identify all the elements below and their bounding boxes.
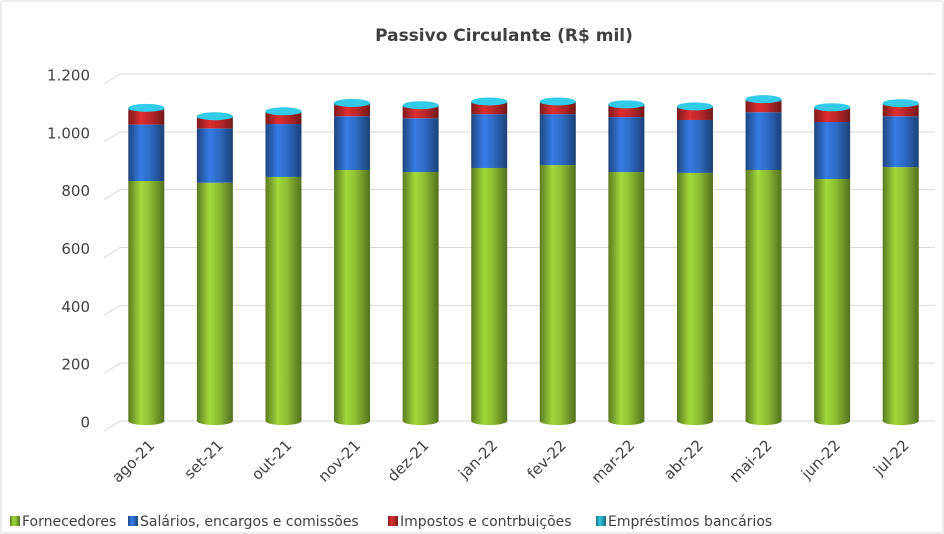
bar-segment [128,110,165,125]
bar-top [334,98,371,107]
bar-segment [745,101,782,113]
bar-segment [128,124,165,181]
bar-base [608,417,645,425]
bar-base [676,417,713,425]
grid-line [103,247,935,258]
bar-segment [676,108,713,120]
legend-label: Fornecedores [22,514,116,530]
legend-swatch [388,516,398,526]
grid-line [103,131,935,143]
bar-segment [608,172,645,421]
bar-segment [814,122,851,179]
grid-line [103,420,935,432]
bar-segment [539,103,576,115]
bar-segment [608,117,645,173]
bar-base [265,417,302,425]
bar-segment [676,172,713,421]
grid-line [103,362,935,374]
bar-top [265,107,302,116]
bar-base [745,417,782,425]
bar-segment [882,167,919,421]
legend-swatch [128,516,138,526]
bar-segment [745,112,782,171]
y-tick-label: 0 [80,414,90,432]
bar-segment [745,170,782,421]
bar-segment [471,103,508,115]
bar-segment [882,116,919,168]
bar-base [196,417,233,425]
bar-segment [402,107,439,119]
bar-top [814,103,851,112]
bar-segment [608,106,645,118]
chart-title: Passivo Circulante (R$ mil) [375,26,633,46]
bar-segment [471,167,508,421]
legend-swatch [596,516,606,526]
legend-label: Empréstimos bancários [608,514,772,530]
bar-top [745,95,782,104]
bar-segment [334,105,371,117]
bar-top [196,112,233,121]
bar-base [539,417,576,425]
bar-segment [196,118,233,129]
bar-base [882,417,919,425]
bar-segment [334,116,371,171]
bar-segment [265,176,302,421]
bar-top [402,101,439,110]
bar-base [471,417,508,425]
grid-line [103,189,935,201]
bar-segment [196,182,233,421]
y-tick-label: 1.000 [47,124,90,142]
y-tick-label: 800 [61,182,90,200]
bar-segment [539,165,576,421]
bar-segment [265,113,302,125]
y-tick-label: 1.200 [47,67,90,85]
bar-top [882,99,919,108]
bar-segment [814,178,851,421]
bar-segment [676,119,713,173]
bar-segment [196,128,233,183]
y-tick-label: 600 [61,240,90,258]
grid-line [103,304,935,316]
bar-base [128,417,165,425]
bar-segment [882,105,919,117]
bar-top [608,100,645,109]
bar-base [814,417,851,425]
bar-segment [471,114,508,168]
bar-top [676,102,713,111]
legend-label: Salários, encargos e comissões [140,514,359,530]
grid-line [103,73,935,85]
bar-segment [814,109,851,123]
legend-label: Impostos e contrbuições [400,514,572,530]
bar-top [128,103,165,112]
bar-top [471,97,508,106]
bar-segment [334,170,371,421]
bar-top [539,97,576,106]
bar-segment [539,114,576,166]
bar-segment [128,180,165,421]
bar-segment [402,118,439,173]
bar-base [334,417,371,425]
legend-swatch [10,516,20,526]
y-tick-label: 400 [61,298,90,316]
y-tick-label: 200 [61,356,90,374]
bar-segment [265,124,302,177]
bar-segment [402,172,439,421]
bar-base [402,417,439,425]
